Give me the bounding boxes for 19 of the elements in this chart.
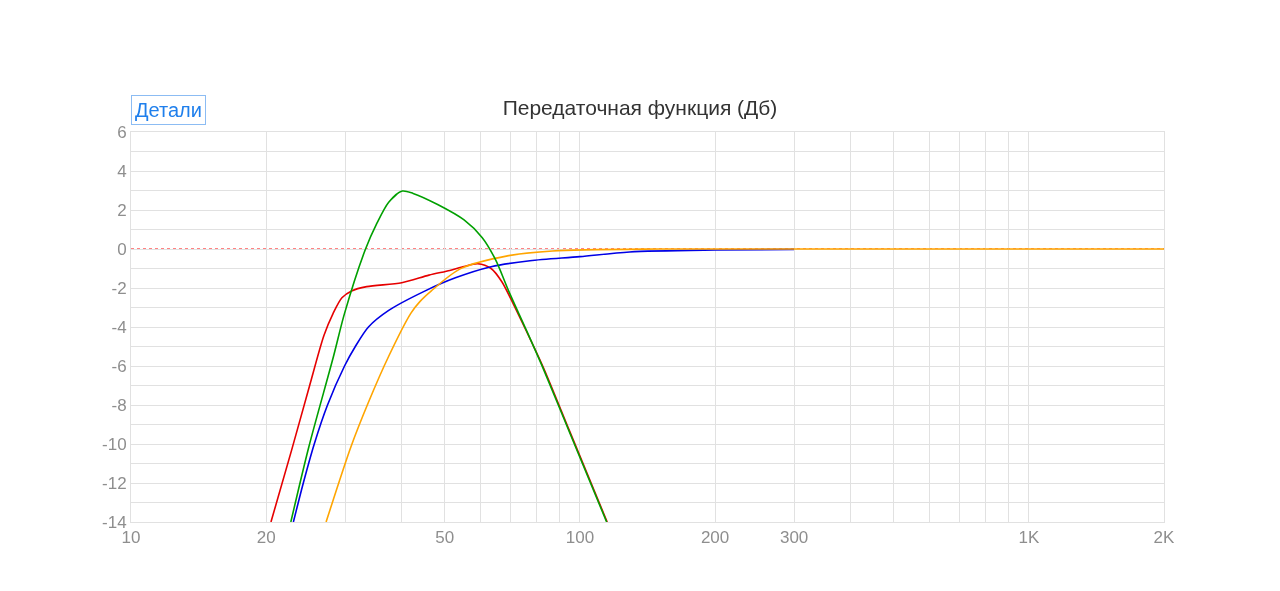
y-tick-label: 2 [117, 200, 127, 220]
y-tick-label: -10 [102, 434, 127, 454]
x-tick-label: 200 [700, 528, 730, 548]
y-tick-label: -12 [102, 473, 127, 493]
y-tick-label: 0 [117, 239, 127, 259]
x-tick-label: 50 [435, 528, 455, 548]
y-tick-label: -6 [111, 356, 127, 376]
chart-title: Передаточная функция (Дб) [502, 96, 778, 120]
x-tick-label: 2K [1153, 528, 1176, 548]
x-tick-label: 300 [779, 528, 809, 548]
y-tick-label: -4 [111, 317, 127, 337]
y-tick-label: -2 [111, 278, 127, 298]
text: Детали [135, 99, 202, 121]
x-tick-label: 100 [565, 528, 595, 548]
y-tick-label: 4 [117, 161, 127, 181]
x-tick-label: 20 [256, 528, 276, 548]
x-tick-label: 1K [1018, 528, 1040, 548]
y-tick-label: -8 [111, 395, 127, 415]
y-tick-label: 6 [117, 122, 127, 142]
